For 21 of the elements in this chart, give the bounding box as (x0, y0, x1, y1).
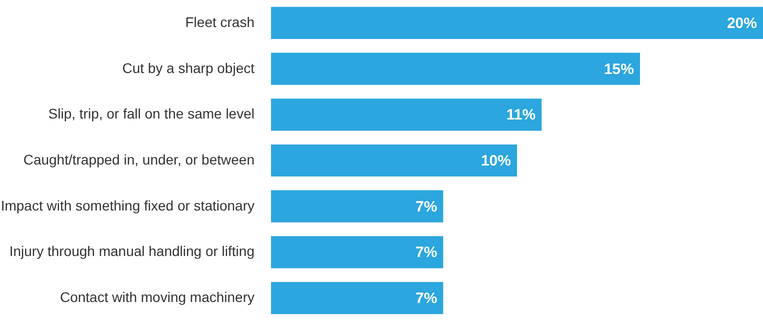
y-tick-label: Fleet crash (185, 14, 254, 30)
bar (271, 236, 444, 268)
y-tick-label: Slip, trip, or fall on the same level (48, 106, 254, 122)
data-label: 7% (416, 290, 438, 308)
bar (271, 282, 444, 314)
y-tick-label: Contact with moving machinery (60, 289, 254, 306)
data-label: 15% (604, 60, 634, 78)
bar (271, 6, 763, 39)
data-label: 7% (416, 244, 438, 262)
y-tick-label: Injury through manual handling or lifting (9, 243, 254, 260)
bar (271, 190, 444, 222)
data-label: 20% (726, 14, 757, 32)
bar (271, 98, 542, 131)
y-tick-label: Caught/trapped in, under, or between (23, 152, 254, 168)
data-label: 7% (416, 198, 438, 216)
bar (271, 144, 517, 177)
bar (271, 52, 640, 85)
y-tick-label: Cut by a sharp object (122, 60, 255, 76)
y-tick-label: Impact with something fixed or stationary (0, 197, 254, 214)
data-label: 10% (480, 152, 511, 170)
data-label: 11% (506, 106, 536, 124)
